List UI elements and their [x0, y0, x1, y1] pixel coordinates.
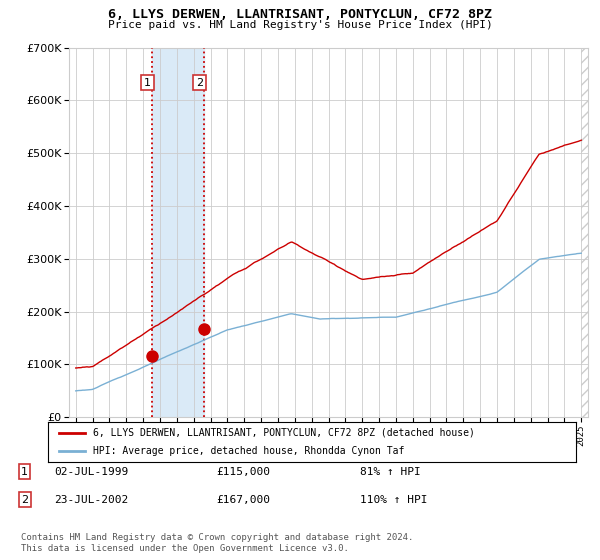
Text: 6, LLYS DERWEN, LLANTRISANT, PONTYCLUN, CF72 8PZ: 6, LLYS DERWEN, LLANTRISANT, PONTYCLUN, … [108, 8, 492, 21]
Text: Price paid vs. HM Land Registry's House Price Index (HPI): Price paid vs. HM Land Registry's House … [107, 20, 493, 30]
Text: HPI: Average price, detached house, Rhondda Cynon Taf: HPI: Average price, detached house, Rhon… [93, 446, 404, 456]
Text: 81% ↑ HPI: 81% ↑ HPI [360, 466, 421, 477]
Bar [581, 48, 588, 417]
Text: 02-JUL-1999: 02-JUL-1999 [54, 466, 128, 477]
Text: 6, LLYS DERWEN, LLANTRISANT, PONTYCLUN, CF72 8PZ (detached house): 6, LLYS DERWEN, LLANTRISANT, PONTYCLUN, … [93, 428, 475, 438]
Text: £115,000: £115,000 [216, 466, 270, 477]
Text: 110% ↑ HPI: 110% ↑ HPI [360, 494, 427, 505]
Text: 2: 2 [21, 494, 28, 505]
Text: 1: 1 [21, 466, 28, 477]
Text: 23-JUL-2002: 23-JUL-2002 [54, 494, 128, 505]
Bar [581, 48, 588, 417]
Text: 1: 1 [144, 78, 151, 88]
Text: Contains HM Land Registry data © Crown copyright and database right 2024.
This d: Contains HM Land Registry data © Crown c… [21, 533, 413, 553]
Text: £167,000: £167,000 [216, 494, 270, 505]
Text: 2: 2 [196, 78, 203, 88]
Bar [152, 48, 204, 417]
